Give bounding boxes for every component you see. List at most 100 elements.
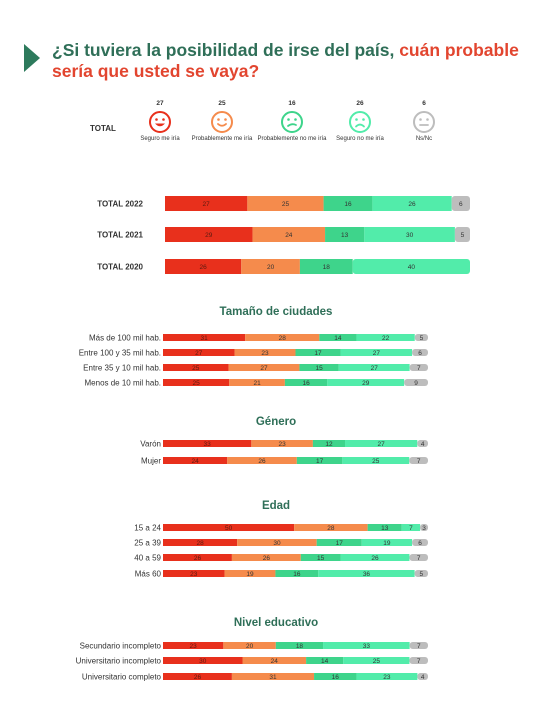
bar-segment-seguro-me-iria (165, 227, 253, 242)
legend-total-label: TOTAL (90, 124, 116, 133)
row-label: Mujer (141, 457, 161, 466)
legend-value: 25 (218, 100, 226, 107)
bar-segment-seguro-no-me-iria (318, 570, 415, 577)
data-label: 18 (296, 643, 304, 650)
bar-segment-seguro-me-iria (163, 457, 228, 464)
legend-item-probablemente-me-iria: 25 Probablemente me iría (182, 100, 262, 144)
data-label: 26 (408, 201, 416, 208)
data-label: 16 (302, 380, 310, 387)
bar-segment-probablemente-no-me-iria (299, 364, 339, 371)
bar-segment-seguro-no-me-iria (342, 457, 410, 464)
data-label: 7 (409, 525, 413, 532)
row-label: Entre 100 y 35 mil hab. (79, 349, 161, 358)
data-label: 7 (417, 658, 421, 665)
legend-item-seguro-me-iria: 27 Seguro me iría (120, 100, 200, 144)
bar-segment-ns-nc (409, 554, 428, 561)
row-label: Universitario completo (82, 673, 162, 682)
data-label: 23 (190, 643, 198, 650)
bar-segment-probablemente-me-iria (231, 554, 301, 561)
row-label: Más de 100 mil hab. (89, 334, 161, 343)
title-part-2: cuán probable sería que usted se vaya? (52, 40, 519, 81)
bar-segment-probablemente-me-iria (227, 457, 297, 464)
bar-segment-probablemente-me-iria (228, 364, 300, 371)
data-label: 22 (382, 335, 390, 342)
data-label: 24 (285, 232, 293, 239)
data-label: 14 (321, 658, 329, 665)
bar-segment-probablemente-no-me-iria (300, 554, 341, 561)
bar-segment-probablemente-me-iria (223, 642, 276, 649)
legend-caption: Probablemente me iría (191, 136, 253, 142)
data-label: 28 (279, 335, 287, 342)
data-label: 12 (325, 441, 333, 448)
group-title: Edad (262, 500, 290, 512)
arrow-icon (24, 44, 40, 72)
bar-segment-seguro-me-iria (163, 657, 243, 664)
bar-segment-seguro-no-me-iria (327, 379, 405, 386)
bar-segment-seguro-no-me-iria (361, 539, 413, 546)
row-label: TOTAL 2022 (97, 200, 143, 209)
bar-segment-probablemente-no-me-iria (319, 334, 357, 341)
data-label: 33 (204, 441, 212, 448)
data-label: 31 (269, 674, 277, 681)
data-label: 27 (260, 365, 268, 372)
row-label: Más 60 (135, 570, 162, 579)
data-label: 27 (203, 201, 211, 208)
legend-value: 27 (156, 100, 164, 107)
row-label: Universitario incompleto (76, 657, 162, 666)
data-label: 30 (273, 540, 281, 547)
title-part-1: ¿Si tuviera la posibilidad de irse del p… (52, 40, 400, 60)
data-label: 30 (199, 658, 207, 665)
bar-segment-seguro-no-me-iria (340, 349, 413, 356)
bar-segment-seguro-me-iria (163, 570, 225, 577)
data-label: 20 (267, 264, 275, 271)
row-label: 40 a 59 (134, 554, 161, 563)
data-label: 28 (327, 525, 335, 532)
bar-segment-seguro-no-me-iria (338, 364, 410, 371)
bar-segment-probablemente-me-iria (242, 657, 307, 664)
data-label: 9 (414, 380, 418, 387)
data-label: 6 (418, 540, 422, 547)
row-label: 25 a 39 (134, 539, 161, 548)
bar-segment-probablemente-me-iria (231, 673, 315, 680)
bar-segment-ns-nc (451, 196, 470, 211)
data-label: 25 (373, 658, 381, 665)
data-label: 20 (246, 643, 254, 650)
data-label: 27 (378, 441, 386, 448)
data-label: 7 (417, 643, 421, 650)
bar-segment-ns-nc (454, 227, 470, 242)
data-label: 5 (420, 335, 424, 342)
group-title: Tamaño de ciudades (220, 306, 333, 318)
row-label: Secundario incompleto (80, 642, 162, 651)
row-label: Menos de 10 mil hab. (85, 379, 162, 388)
bar-segment-seguro-me-iria (163, 364, 229, 371)
happy-face-icon (149, 111, 171, 133)
page-title: ¿Si tuviera la posibilidad de irse del p… (52, 40, 532, 82)
legend-value: 26 (356, 100, 364, 107)
legend-item-ns-nc: 6 Ns/Nc (384, 100, 464, 144)
data-label: 27 (373, 350, 381, 357)
data-label: 16 (332, 674, 340, 681)
bar-segment-probablemente-no-me-iria (325, 227, 365, 242)
data-label: 14 (334, 335, 342, 342)
bar-segment-probablemente-no-me-iria (367, 524, 402, 531)
data-label: 23 (190, 571, 198, 578)
data-label: 25 (193, 380, 201, 387)
data-label: 24 (271, 658, 279, 665)
row-label: 15 a 24 (134, 524, 161, 533)
bar-segment-probablemente-me-iria (294, 524, 368, 531)
data-label: 27 (195, 350, 203, 357)
bar-segment-probablemente-no-me-iria (323, 196, 373, 211)
bar-segment-seguro-no-me-iria (323, 642, 410, 649)
data-label: 26 (263, 555, 271, 562)
legend-caption: Seguro no me iría (336, 136, 384, 142)
data-label: 18 (323, 264, 331, 271)
data-label: 13 (381, 525, 389, 532)
bar-segment-probablemente-no-me-iria (306, 657, 344, 664)
bar-segment-ns-nc (409, 642, 428, 649)
bar-segment-seguro-me-iria (163, 379, 230, 386)
data-label: 25 (192, 365, 200, 372)
legend: TOTAL 27 Seguro me iría 25 Probablemente… (0, 100, 553, 160)
bar-segment-ns-nc (409, 457, 428, 464)
data-label: 36 (363, 571, 371, 578)
data-label: 50 (225, 525, 233, 532)
